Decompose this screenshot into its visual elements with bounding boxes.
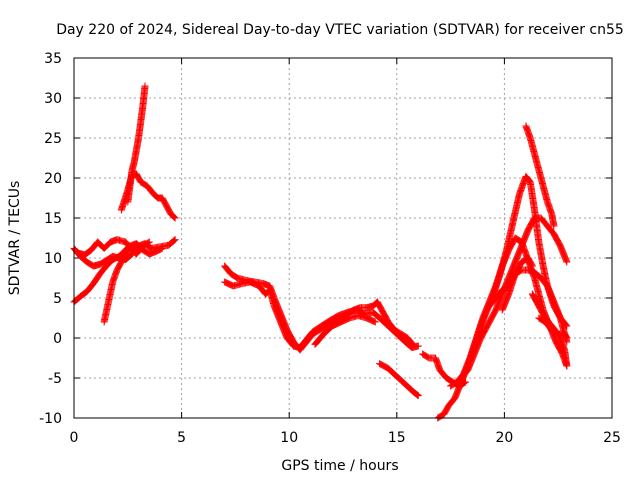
- y-tick-label: 0: [53, 331, 62, 347]
- y-tick-label: 25: [44, 131, 62, 147]
- gridlines: [74, 58, 612, 418]
- y-tick-label: 35: [44, 51, 62, 67]
- x-tick-label: 25: [603, 430, 621, 446]
- data-points: [70, 82, 571, 422]
- x-tick-labels: 0 5 10 15 20 25: [70, 430, 621, 446]
- x-tick-label: 0: [70, 430, 79, 446]
- y-tick-label: 10: [44, 251, 62, 267]
- y-tick-labels: -10 -5 0 5 10 15 20 25 30 35: [39, 51, 62, 427]
- plot-frame: [73, 57, 613, 419]
- y-tick-label: 5: [53, 291, 62, 307]
- data-series-arc-q: [522, 122, 558, 230]
- data-series-arc-j: [376, 360, 422, 400]
- x-axis-title: GPS time / hours: [281, 458, 398, 474]
- data-series-arc-s: [535, 314, 571, 342]
- y-axis-title: SDTVAR / TECUs: [7, 181, 23, 296]
- x-tick-label: 15: [388, 430, 406, 446]
- data-series-arc-d: [100, 242, 134, 326]
- x-tick-label: 5: [177, 430, 186, 446]
- data-series-arc-h: [221, 278, 422, 352]
- chart-title: Day 220 of 2024, Sidereal Day-to-day VTE…: [56, 22, 624, 38]
- data-series-arc-c: [74, 236, 153, 259]
- y-tick-label: 30: [44, 91, 62, 107]
- data-series-arc-f: [124, 82, 149, 206]
- x-tick-label: 20: [495, 430, 513, 446]
- axis-ticks: [73, 57, 613, 419]
- y-tick-label: 20: [44, 171, 62, 187]
- y-tick-label: -5: [48, 371, 62, 387]
- y-tick-label: 15: [44, 211, 62, 227]
- data-series-arc-p: [498, 254, 536, 314]
- x-tick-label: 10: [280, 430, 298, 446]
- y-tick-label: -10: [39, 411, 62, 427]
- data-series-arc-i: [311, 312, 379, 348]
